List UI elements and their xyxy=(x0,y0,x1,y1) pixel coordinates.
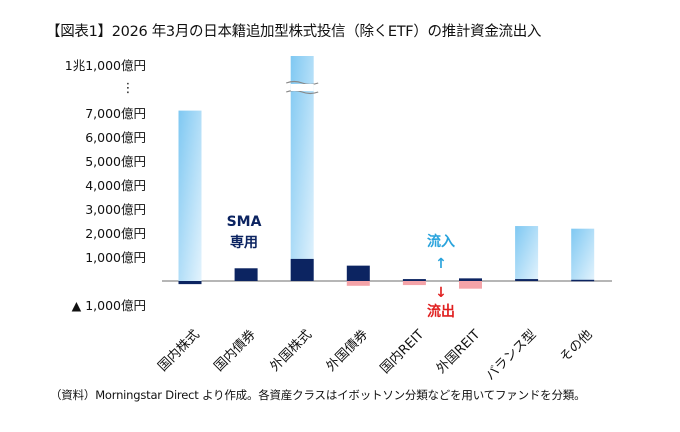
chart-title: 【図表1】2026 年3月の日本籍追加型株式投信（除くETF）の推計資金流出入 xyxy=(46,24,542,40)
y-tick-label: 4,000億円 xyxy=(85,178,146,193)
x-tick-label: バランス型 xyxy=(483,327,539,383)
y-tick-label: 3,000億円 xyxy=(85,202,146,217)
axis-break-marker: ⋮ xyxy=(122,81,135,96)
bar-sma-国内債券 xyxy=(234,268,258,281)
bar-sma-その他 xyxy=(571,279,595,282)
inflow-arrow-icon: ↑ xyxy=(435,256,447,272)
bar-sma-バランス型 xyxy=(515,279,539,281)
x-tick-label: 外国株式 xyxy=(268,327,315,374)
x-tick-label: その他 xyxy=(557,327,595,365)
bar-sma-外国REIT xyxy=(459,278,482,281)
y-tick-label: 6,000億円 xyxy=(85,130,146,145)
bar-sma-国内REIT xyxy=(402,279,426,281)
x-tick-label: 外国REIT xyxy=(434,327,484,377)
x-tick-label: 国内株式 xyxy=(155,327,203,375)
bar-国内株式 xyxy=(178,110,202,281)
bar-sma-国内株式 xyxy=(178,281,202,285)
bar-outflow-外国REIT xyxy=(459,281,482,289)
x-tick-label: 外国債券 xyxy=(323,327,371,375)
source-footnote: （資料）Morningstar Direct より作成。各資産クラスはイボットソ… xyxy=(50,388,586,402)
sma-label: 専用 xyxy=(230,234,258,251)
x-tick-label: 国内債券 xyxy=(211,327,259,375)
sma-label: SMA xyxy=(227,214,262,230)
inflow-label: 流入 xyxy=(427,233,455,250)
y-tick-label: 1,000億円 xyxy=(85,250,146,265)
y-tick-label: 2,000億円 xyxy=(85,226,146,241)
bar-バランス型 xyxy=(515,226,539,281)
y-tick-label: 1兆1,000億円 xyxy=(65,58,146,73)
x-tick-label: 国内REIT xyxy=(377,326,427,376)
bar-外国株式 xyxy=(290,56,314,281)
bar-outflow-外国債券 xyxy=(346,281,370,286)
y-tick-label: 5,000億円 xyxy=(85,154,146,169)
y-tick-label: ▲ 1,000億円 xyxy=(72,298,146,313)
bar-sma-外国債券 xyxy=(346,265,370,281)
outflow-label: 流出 xyxy=(427,303,455,320)
bar-sma-外国株式 xyxy=(290,258,314,281)
bar-その他 xyxy=(571,228,595,281)
axis-break-gap xyxy=(290,84,314,91)
y-tick-label: 7,000億円 xyxy=(85,106,146,121)
bar-outflow-国内REIT xyxy=(402,281,426,286)
outflow-arrow-icon: ↓ xyxy=(435,285,447,301)
